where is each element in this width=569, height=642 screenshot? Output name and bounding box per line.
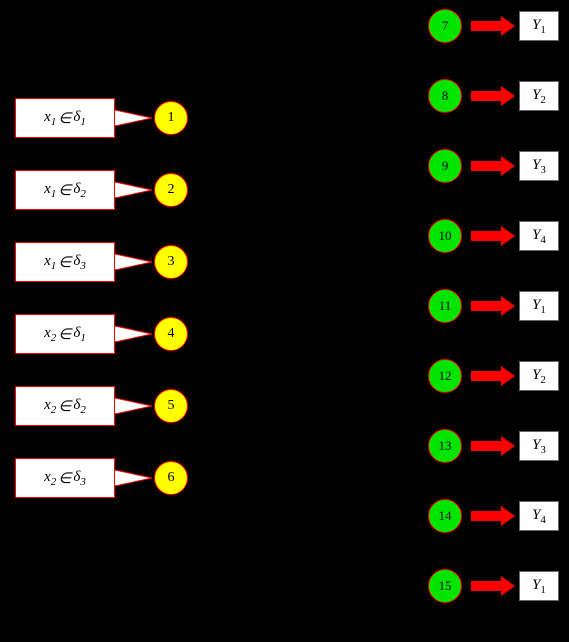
output-var: Y1 (532, 17, 546, 36)
input-label-box: x1∈δ2 (15, 170, 115, 210)
label-set: δ2 (73, 181, 85, 200)
node-id: 6 (168, 470, 175, 486)
output-arrow (471, 576, 515, 596)
label-set: δ2 (73, 397, 85, 416)
output-label-box: Y1 (519, 11, 559, 41)
node-id: 8 (442, 88, 449, 104)
node-id: 9 (442, 158, 449, 174)
output-label-box: Y2 (519, 361, 559, 391)
node-id: 4 (168, 326, 175, 342)
right-node: 7 (428, 9, 462, 43)
output-var: Y4 (532, 507, 546, 526)
input-label-box: x2∈δ2 (15, 386, 115, 426)
output-label-box: Y1 (519, 291, 559, 321)
output-var: Y1 (532, 297, 546, 316)
element-of: ∈ (58, 181, 71, 200)
output-var: Y3 (532, 157, 546, 176)
left-node: 4 (154, 317, 188, 351)
element-of: ∈ (58, 109, 71, 128)
label-set: δ3 (73, 469, 85, 488)
node-id: 10 (439, 228, 452, 244)
input-label-box: x2∈δ1 (15, 314, 115, 354)
output-label-box: Y3 (519, 431, 559, 461)
node-id: 12 (439, 368, 452, 384)
element-of: ∈ (58, 469, 71, 488)
left-node: 3 (154, 245, 188, 279)
diagram-canvas: x1∈δ11x1∈δ22x1∈δ33x2∈δ14x2∈δ25x2∈δ367Y18… (0, 0, 569, 642)
output-arrow (471, 226, 515, 246)
output-arrow (471, 86, 515, 106)
label-var: x2 (44, 469, 56, 488)
output-var: Y4 (532, 227, 546, 246)
callout-pointer (115, 106, 154, 130)
right-node: 8 (428, 79, 462, 113)
label-set: δ1 (73, 325, 85, 344)
output-label-box: Y2 (519, 81, 559, 111)
label-var: x1 (44, 181, 56, 200)
input-label-box: x1∈δ1 (15, 98, 115, 138)
right-node: 9 (428, 149, 462, 183)
label-var: x2 (44, 397, 56, 416)
node-id: 13 (439, 438, 452, 454)
callout-pointer (115, 394, 154, 418)
output-arrow (471, 436, 515, 456)
right-node: 13 (428, 429, 462, 463)
callout-pointer (115, 466, 154, 490)
label-var: x2 (44, 325, 56, 344)
output-arrow (471, 296, 515, 316)
right-node: 15 (428, 569, 462, 603)
node-id: 1 (168, 110, 175, 126)
output-label-box: Y1 (519, 571, 559, 601)
output-label-box: Y4 (519, 221, 559, 251)
node-id: 2 (168, 182, 175, 198)
input-label-box: x1∈δ3 (15, 242, 115, 282)
label-var: x1 (44, 109, 56, 128)
callout-pointer (115, 322, 154, 346)
output-var: Y1 (532, 577, 546, 596)
node-id: 5 (168, 398, 175, 414)
node-id: 7 (442, 18, 449, 34)
output-var: Y2 (532, 367, 546, 386)
right-node: 12 (428, 359, 462, 393)
input-label-box: x2∈δ3 (15, 458, 115, 498)
left-node: 1 (154, 101, 188, 135)
left-node: 2 (154, 173, 188, 207)
node-id: 11 (439, 298, 452, 314)
output-arrow (471, 506, 515, 526)
node-id: 15 (439, 578, 452, 594)
output-arrow (471, 16, 515, 36)
right-node: 10 (428, 219, 462, 253)
node-id: 3 (168, 254, 175, 270)
output-arrow (471, 366, 515, 386)
node-id: 14 (439, 508, 452, 524)
right-node: 14 (428, 499, 462, 533)
left-node: 5 (154, 389, 188, 423)
output-var: Y2 (532, 87, 546, 106)
output-label-box: Y4 (519, 501, 559, 531)
label-var: x1 (44, 253, 56, 272)
callout-pointer (115, 178, 154, 202)
output-arrow (471, 156, 515, 176)
element-of: ∈ (58, 325, 71, 344)
element-of: ∈ (58, 253, 71, 272)
output-label-box: Y3 (519, 151, 559, 181)
label-set: δ3 (73, 253, 85, 272)
output-var: Y3 (532, 437, 546, 456)
right-node: 11 (428, 289, 462, 323)
label-set: δ1 (73, 109, 85, 128)
left-node: 6 (154, 461, 188, 495)
element-of: ∈ (58, 397, 71, 416)
callout-pointer (115, 250, 154, 274)
